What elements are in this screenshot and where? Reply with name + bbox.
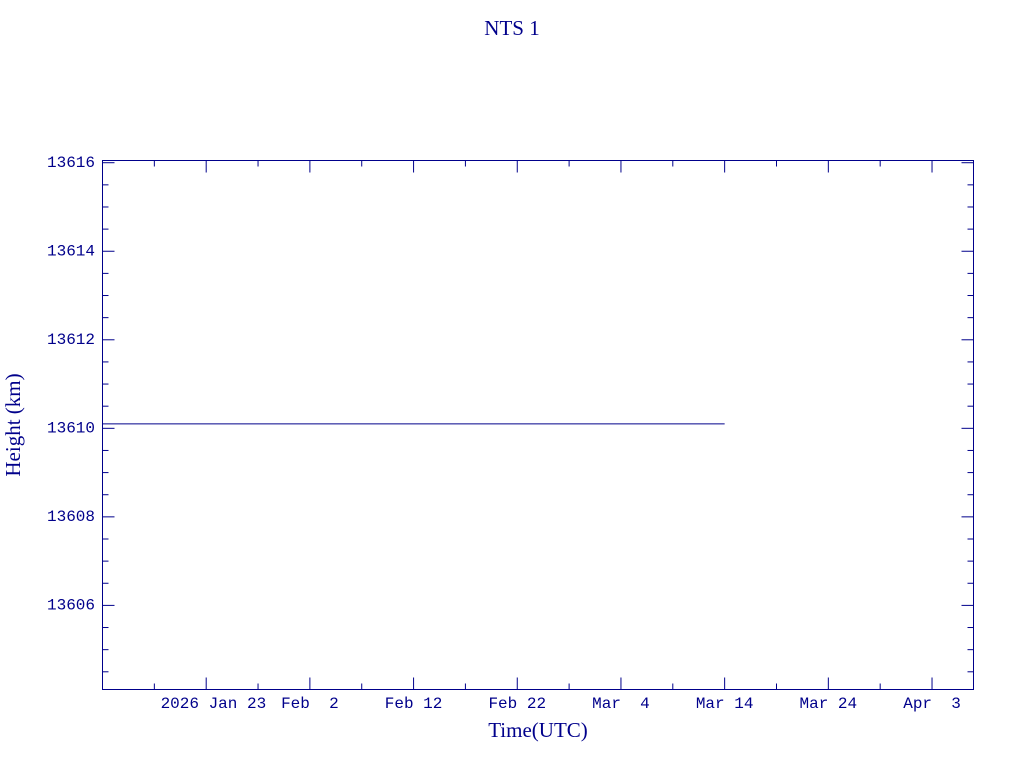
y-axis-label: Height (km) — [1, 373, 25, 476]
y-tick-label: 13616 — [47, 154, 95, 172]
y-tick-label: 13612 — [47, 331, 95, 349]
x-tick-label: Feb 2 — [281, 695, 339, 713]
x-axis-label: Time(UTC) — [488, 718, 588, 742]
x-tick-label: Feb 22 — [488, 695, 546, 713]
x-tick-label: Mar 14 — [696, 695, 754, 713]
x-tick-label: Apr 3 — [903, 695, 961, 713]
y-tick-label: 13610 — [47, 420, 95, 438]
x-tick-label: 2026 Jan 23 — [161, 695, 267, 713]
chart-title: NTS 1 — [484, 16, 539, 40]
y-tick-label: 13614 — [47, 242, 95, 260]
y-tick-label: 13608 — [47, 508, 95, 526]
x-tick-label: Mar 4 — [592, 695, 650, 713]
plot-frame — [102, 160, 974, 690]
x-tick-label: Mar 24 — [800, 695, 858, 713]
x-tick-label: Feb 12 — [385, 695, 443, 713]
y-tick-label: 13606 — [47, 597, 95, 615]
